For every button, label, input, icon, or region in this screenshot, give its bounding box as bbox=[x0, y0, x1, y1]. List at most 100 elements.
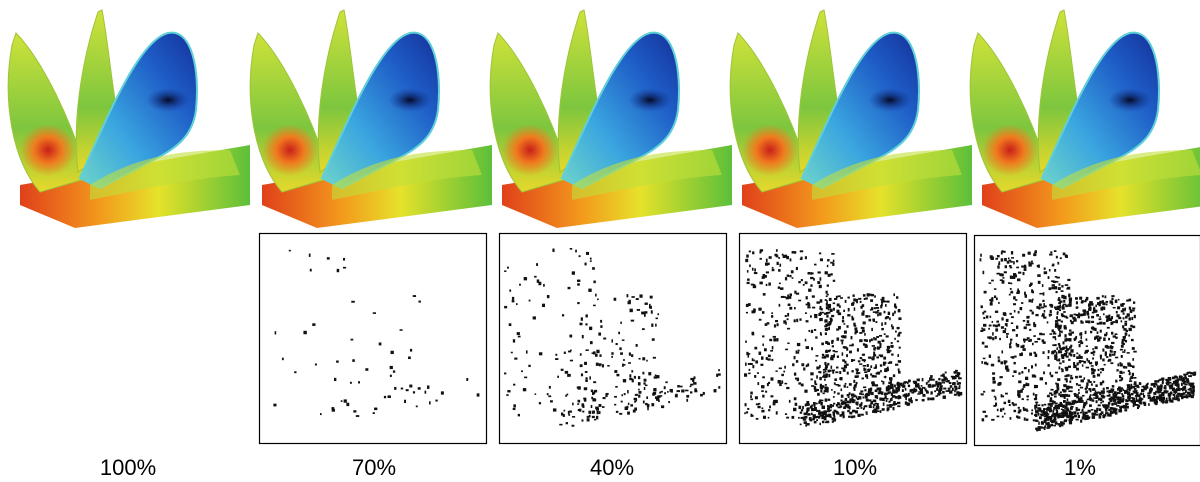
difference-dot bbox=[1042, 300, 1044, 302]
difference-dot bbox=[796, 267, 798, 270]
difference-dot bbox=[1142, 398, 1144, 400]
difference-dot bbox=[1052, 264, 1054, 266]
difference-dot bbox=[847, 406, 850, 409]
difference-dot bbox=[638, 389, 640, 391]
difference-dot bbox=[1051, 353, 1054, 355]
difference-dot bbox=[603, 338, 606, 340]
difference-dot bbox=[819, 377, 821, 380]
difference-dot bbox=[1010, 417, 1012, 420]
difference-dot bbox=[391, 351, 394, 354]
difference-dot bbox=[1031, 289, 1033, 292]
difference-dot bbox=[853, 323, 855, 326]
difference-dot bbox=[905, 401, 907, 404]
difference-dot bbox=[1067, 279, 1070, 281]
difference-dot bbox=[894, 305, 896, 308]
difference-dot bbox=[561, 369, 564, 371]
difference-dot bbox=[1049, 254, 1052, 256]
difference-dot bbox=[877, 310, 879, 312]
difference-dot bbox=[800, 424, 802, 426]
difference-dot bbox=[898, 368, 900, 371]
difference-dot bbox=[776, 249, 778, 252]
difference-dot bbox=[747, 279, 750, 281]
difference-dot bbox=[1070, 407, 1073, 410]
difference-dot bbox=[779, 283, 781, 285]
difference-dot bbox=[804, 390, 807, 393]
difference-dot bbox=[1121, 310, 1124, 312]
difference-dot bbox=[1124, 390, 1127, 393]
difference-dot bbox=[353, 410, 356, 412]
difference-dot bbox=[1056, 352, 1058, 355]
difference-dot bbox=[777, 323, 779, 326]
difference-dot bbox=[1029, 353, 1032, 356]
difference-dot bbox=[1164, 390, 1167, 393]
difference-dot bbox=[1121, 372, 1123, 374]
difference-dot bbox=[686, 399, 688, 402]
difference-dot bbox=[1046, 427, 1049, 429]
difference-dot bbox=[880, 345, 882, 348]
difference-dot bbox=[1038, 428, 1041, 431]
difference-dot bbox=[1054, 250, 1057, 252]
difference-dot bbox=[1018, 411, 1021, 413]
difference-dot bbox=[591, 405, 593, 408]
difference-dot bbox=[639, 294, 642, 297]
difference-dot bbox=[957, 372, 960, 374]
difference-dot bbox=[1186, 380, 1189, 383]
difference-dot bbox=[760, 258, 762, 260]
difference-dot bbox=[820, 277, 822, 280]
difference-dot bbox=[1138, 405, 1140, 408]
difference-dot bbox=[1063, 409, 1065, 411]
difference-dot bbox=[1111, 322, 1114, 325]
difference-dot bbox=[1020, 307, 1023, 310]
difference-dot bbox=[616, 343, 618, 345]
difference-dot bbox=[844, 330, 847, 333]
difference-dot bbox=[773, 400, 776, 403]
difference-dot bbox=[838, 385, 841, 387]
difference-dot bbox=[1095, 361, 1098, 364]
difference-dot bbox=[1143, 395, 1145, 398]
difference-dot bbox=[950, 385, 953, 388]
difference-dot bbox=[1012, 375, 1014, 377]
difference-dot bbox=[1038, 421, 1040, 424]
difference-dot bbox=[419, 301, 421, 303]
difference-dot bbox=[800, 250, 803, 252]
difference-dot bbox=[768, 282, 771, 285]
difference-dot bbox=[1113, 408, 1116, 411]
difference-dot bbox=[639, 358, 641, 360]
difference-dot bbox=[591, 390, 593, 393]
difference-dot bbox=[1105, 351, 1107, 354]
difference-dot bbox=[831, 273, 833, 275]
difference-dot bbox=[817, 271, 820, 273]
difference-dot bbox=[1108, 338, 1110, 340]
difference-dot bbox=[553, 408, 556, 411]
difference-dot bbox=[827, 259, 829, 261]
difference-dot bbox=[766, 357, 768, 360]
difference-dot bbox=[943, 388, 946, 390]
difference-dot bbox=[1054, 391, 1057, 394]
difference-dot bbox=[820, 413, 822, 415]
difference-dot bbox=[866, 393, 868, 395]
difference-dot bbox=[762, 344, 764, 347]
difference-dot bbox=[787, 318, 789, 320]
difference-dot bbox=[1100, 413, 1102, 415]
difference-dot bbox=[1156, 384, 1158, 386]
difference-dot bbox=[884, 322, 886, 325]
difference-dot bbox=[842, 416, 844, 418]
difference-dot bbox=[752, 334, 754, 336]
difference-dot bbox=[1052, 410, 1054, 413]
difference-dot bbox=[794, 291, 796, 294]
difference-dot bbox=[746, 254, 748, 257]
difference-dot bbox=[872, 345, 875, 347]
difference-dot bbox=[1121, 393, 1123, 395]
difference-dot bbox=[605, 393, 608, 395]
difference-dot bbox=[1073, 400, 1076, 403]
difference-dot bbox=[1069, 416, 1071, 418]
difference-dot bbox=[611, 339, 613, 342]
difference-dot bbox=[809, 419, 812, 422]
difference-dot bbox=[1180, 376, 1182, 378]
difference-dot bbox=[1049, 287, 1052, 290]
difference-dot bbox=[836, 367, 838, 369]
difference-dot bbox=[1088, 380, 1090, 383]
difference-dot bbox=[425, 391, 427, 394]
difference-dot bbox=[1064, 353, 1067, 356]
difference-dot bbox=[543, 284, 545, 287]
